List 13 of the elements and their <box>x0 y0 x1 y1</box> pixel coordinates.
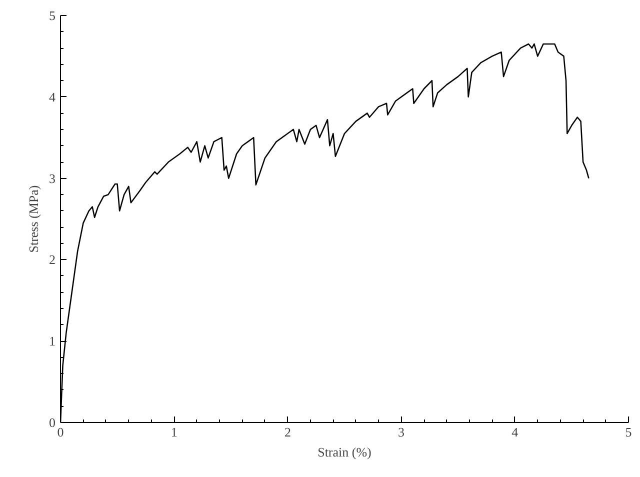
x-tick-label: 5 <box>625 424 632 440</box>
x-axis-title: Strain (%) <box>318 444 372 460</box>
y-tick-label: 5 <box>49 8 56 23</box>
x-tick-label: 3 <box>398 424 405 440</box>
y-tick-label: 0 <box>49 415 56 430</box>
y-tick-label: 4 <box>49 89 56 104</box>
x-tick-label: 1 <box>170 424 178 440</box>
y-tick-label: 3 <box>49 170 56 186</box>
x-tick-label: 2 <box>284 424 291 440</box>
x-tick-label: 4 <box>512 424 519 440</box>
y-axis-title: Stress (MPa) <box>26 185 41 253</box>
y-tick-label: 2 <box>49 252 56 268</box>
y-tick-label: 1 <box>49 334 56 349</box>
